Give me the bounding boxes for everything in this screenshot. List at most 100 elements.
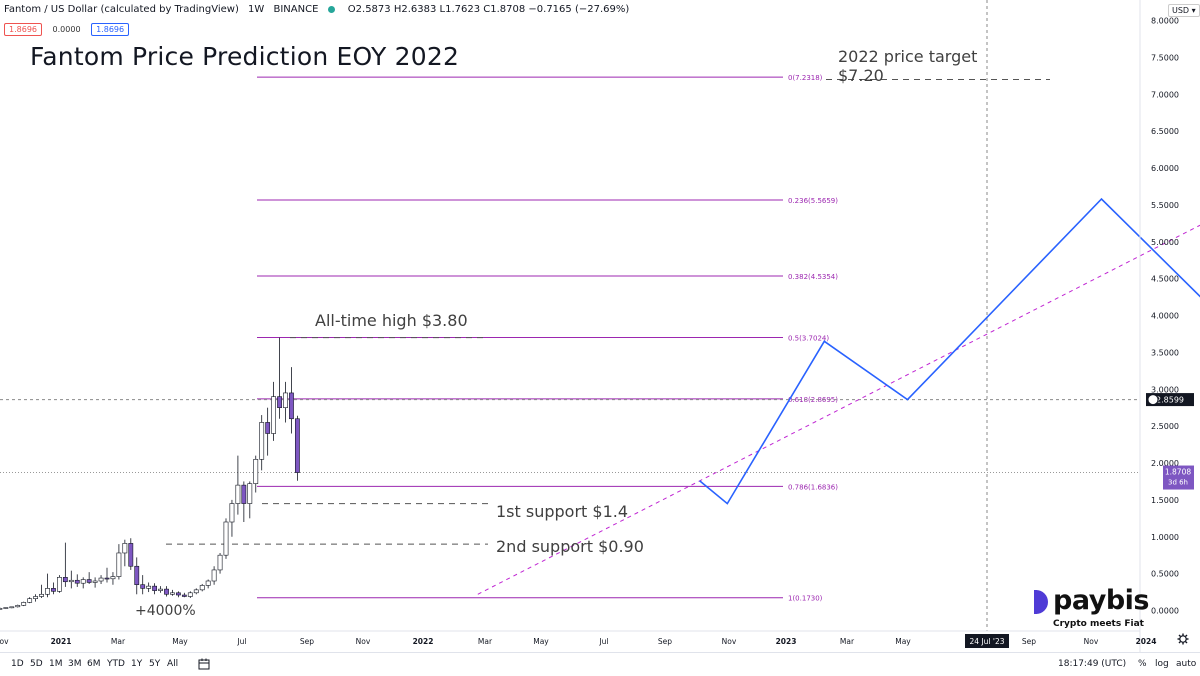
range-1m[interactable]: 1M — [49, 659, 63, 669]
time-tick-label: Nov — [1084, 637, 1099, 646]
fib-level-label: 0.236(5.5659) — [788, 197, 838, 205]
price-tick-label: 7.5000 — [1151, 53, 1179, 62]
candlestick-series[interactable] — [0, 337, 300, 610]
candle — [68, 570, 74, 589]
exchange-label: BINANCE — [273, 4, 319, 15]
support2-annotation[interactable]: 2nd support $0.90 — [496, 537, 644, 556]
candle — [98, 575, 104, 584]
candle-body — [247, 483, 253, 504]
projection-path[interactable] — [699, 77, 1200, 505]
candle-body — [217, 554, 223, 571]
price-tick-label: 5.0000 — [1151, 238, 1179, 247]
candle — [27, 597, 33, 604]
gear-icon[interactable] — [1177, 633, 1189, 645]
ath-annotation[interactable]: All-time high $3.80 — [315, 311, 468, 330]
fib-level-label: 1(0.1730) — [788, 595, 823, 603]
candle — [259, 415, 265, 471]
candle-body — [277, 396, 282, 408]
range-5d[interactable]: 5D — [30, 659, 43, 669]
target-annotation-line2[interactable]: $7.20 — [838, 66, 884, 85]
candle-body — [45, 588, 50, 595]
candle-body — [140, 584, 146, 589]
range-1y[interactable]: 1Y — [131, 659, 143, 669]
candle — [277, 337, 282, 419]
candle-body — [74, 579, 80, 584]
candle-body — [92, 580, 98, 583]
price-tick-label: 2.0000 — [1151, 459, 1179, 468]
projection-polyline — [699, 197, 1200, 505]
fib-level-label: 0.382(4.5354) — [788, 273, 838, 281]
support1-annotation[interactable]: 1st support $1.4 — [496, 502, 629, 521]
candle — [199, 583, 205, 592]
time-tick-label: Mar — [840, 637, 855, 646]
candle — [15, 604, 21, 608]
clock-time[interactable]: 18:17:49 (UTC) — [1058, 659, 1127, 669]
candle-body — [223, 521, 229, 556]
candle — [253, 455, 259, 493]
candle-body — [51, 588, 56, 592]
drawing-lines[interactable] — [0, 0, 1200, 631]
candle — [146, 582, 152, 593]
time-tick-label: 24 Jul '23 — [970, 637, 1005, 646]
candle — [128, 538, 134, 570]
interval-label[interactable]: 1W — [248, 4, 265, 15]
target-annotation-line1[interactable]: 2022 price target — [838, 47, 978, 66]
candle — [193, 588, 199, 595]
auto-toggle[interactable]: auto — [1176, 659, 1197, 669]
price-tick-label: 3.5000 — [1151, 348, 1179, 357]
range-1d[interactable]: 1D — [11, 659, 24, 669]
candle-body — [27, 598, 33, 603]
price-tick-label: 0.0000 — [1151, 607, 1179, 616]
candle — [158, 586, 163, 593]
candle — [92, 577, 98, 588]
gain-annotation[interactable]: +4000% — [135, 603, 196, 619]
time-tick-label: Sep — [1022, 637, 1036, 646]
price-tick-label: 0.5000 — [1151, 570, 1179, 579]
candle-body — [164, 588, 169, 595]
candle — [181, 592, 187, 598]
candle — [187, 591, 193, 598]
range-3m[interactable]: 3M — [68, 659, 82, 669]
fib-retracement[interactable]: 0(7.2318) 0.236(5.5659) 0.382(4.5354) 0.5(3… — [257, 74, 838, 603]
time-tick-label: 2024 — [1136, 637, 1157, 646]
calendar-range-icon[interactable] — [198, 658, 210, 670]
range-ytd[interactable]: YTD — [107, 659, 125, 669]
buy-chip[interactable]: 1.8696 — [91, 23, 130, 36]
candle — [86, 572, 92, 584]
time-tick-label: Jul — [598, 637, 608, 646]
candle-body — [259, 422, 265, 460]
candle-body — [152, 585, 157, 591]
fib-level-label: 0.786(1.6836) — [788, 483, 838, 491]
candle-body — [211, 569, 217, 582]
range-all[interactable]: All — [167, 659, 179, 669]
candle — [134, 557, 140, 595]
candle-body — [271, 396, 276, 434]
sell-chip[interactable]: 1.8696 — [4, 23, 42, 36]
range-5y[interactable]: 5Y — [149, 659, 161, 669]
fib-level-label: 0.618(2.8695) — [788, 396, 838, 404]
candle-body — [229, 503, 235, 523]
candle — [164, 586, 169, 597]
price-tick-label: 3.0000 — [1151, 385, 1179, 394]
candle — [140, 575, 146, 595]
crosshair-time-badge — [965, 634, 1009, 648]
percent-toggle[interactable]: % — [1138, 659, 1147, 669]
range-6m[interactable]: 6M — [87, 659, 101, 669]
candle — [45, 573, 50, 598]
time-tick-label: 2023 — [776, 637, 797, 646]
countdown-label: 3d 6h — [1168, 479, 1188, 487]
price-tick-label: 1.0000 — [1151, 533, 1179, 542]
candle — [74, 574, 80, 587]
candle — [80, 577, 86, 589]
price-tick-label: 7.0000 — [1151, 90, 1179, 99]
candle-body — [68, 579, 74, 583]
candle — [241, 481, 247, 522]
currency-select[interactable]: USD ▾ — [1168, 4, 1200, 17]
candle — [265, 407, 271, 456]
candle-body — [181, 594, 187, 597]
log-toggle[interactable]: log — [1155, 659, 1169, 669]
candle-body — [3, 607, 9, 609]
candle — [289, 367, 294, 434]
symbol-name[interactable]: Fantom / US Dollar (calculated by Tradin… — [4, 4, 239, 15]
